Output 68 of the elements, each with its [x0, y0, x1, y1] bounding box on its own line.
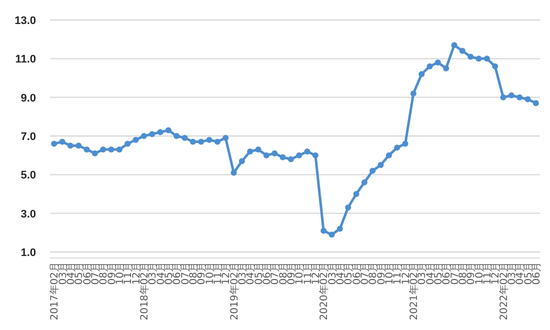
point	[272, 150, 278, 156]
point	[238, 158, 245, 164]
point	[84, 146, 90, 153]
point	[532, 100, 539, 106]
point	[336, 226, 343, 232]
point	[410, 90, 416, 96]
point	[92, 150, 98, 156]
point	[288, 156, 294, 162]
point	[59, 138, 66, 145]
point	[198, 138, 204, 145]
point	[394, 144, 400, 151]
point	[206, 136, 212, 143]
point	[508, 92, 514, 98]
point	[304, 148, 310, 154]
point	[108, 146, 114, 153]
y-tick-label: 13.0	[14, 15, 36, 27]
y-tick-label: 11.0	[15, 54, 36, 66]
point	[157, 129, 164, 136]
point	[67, 142, 74, 149]
point	[222, 134, 229, 141]
point	[116, 146, 122, 153]
point	[426, 63, 433, 70]
point	[140, 133, 147, 139]
point	[492, 63, 498, 70]
point	[476, 56, 482, 62]
point	[263, 152, 270, 158]
point	[378, 162, 384, 168]
point	[361, 179, 368, 186]
x-tick-label: 06月	[531, 262, 542, 285]
y-tick-label: 7.0	[20, 131, 36, 143]
point	[312, 152, 318, 158]
point	[182, 134, 188, 141]
point	[214, 138, 220, 145]
point	[76, 142, 82, 149]
point	[402, 140, 408, 147]
point	[345, 204, 352, 211]
point	[320, 228, 327, 234]
point	[484, 56, 490, 62]
point	[247, 148, 254, 154]
point	[451, 42, 458, 48]
point	[174, 133, 180, 139]
point	[370, 168, 376, 174]
point	[516, 94, 523, 100]
point	[280, 154, 286, 160]
point	[500, 94, 506, 100]
point	[443, 65, 450, 72]
point	[132, 136, 139, 143]
point	[124, 140, 131, 147]
y-tick-label: 3.0	[20, 208, 36, 220]
point	[434, 60, 441, 66]
point	[328, 232, 335, 238]
point	[353, 191, 360, 197]
y-tick-label: 9.0	[20, 92, 36, 104]
point	[165, 127, 172, 134]
point	[418, 71, 425, 78]
point	[386, 152, 392, 158]
point	[524, 96, 531, 102]
point	[51, 140, 58, 147]
point	[296, 152, 302, 158]
point	[255, 146, 262, 153]
point	[100, 146, 106, 153]
point	[190, 138, 196, 145]
point	[468, 54, 474, 60]
point	[230, 170, 237, 176]
point	[149, 131, 156, 138]
point	[459, 48, 466, 54]
y-tick-label: 1.0	[20, 247, 36, 259]
y-tick-label: 5.0	[20, 170, 36, 182]
